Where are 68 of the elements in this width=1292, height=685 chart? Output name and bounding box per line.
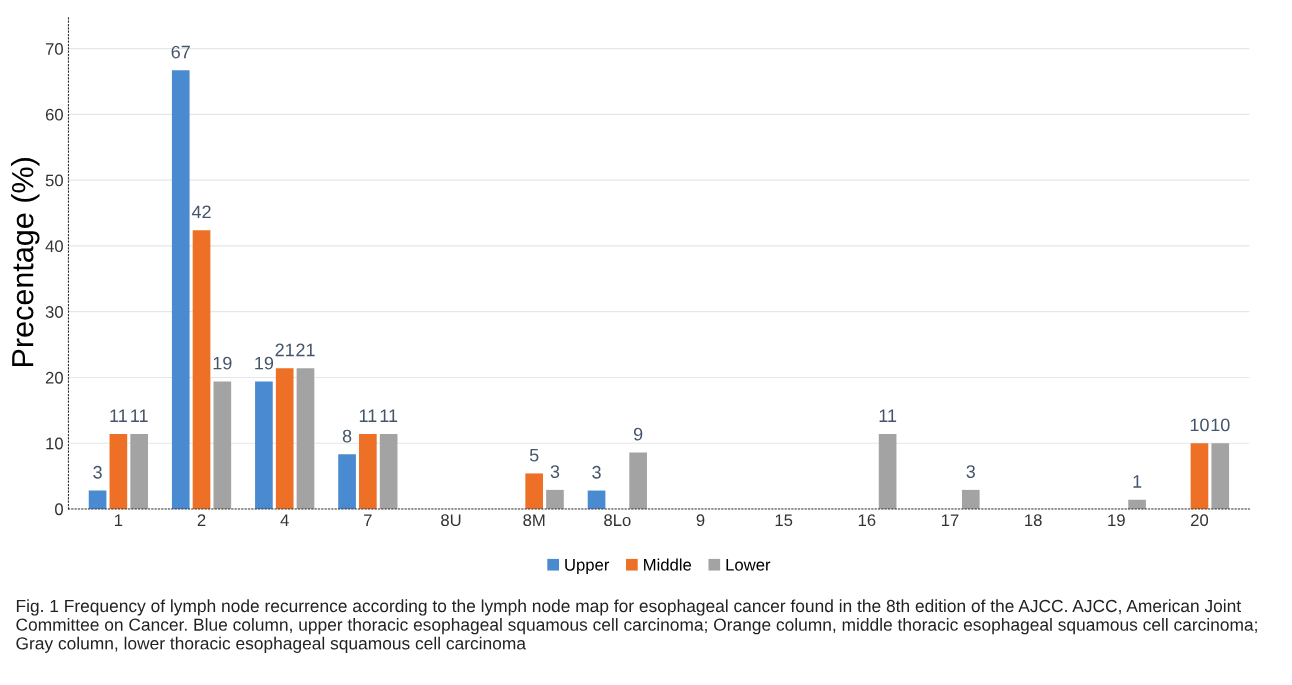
y-tick-label: 20 [45,371,63,384]
x-tick-label: 20 [1191,514,1209,527]
x-tick-label: 7 [364,514,372,526]
y-tick-label: 50 [45,174,63,187]
bar [379,433,398,509]
data-label: 3 [592,465,601,479]
data-label: 11 [879,409,897,422]
bar [587,490,606,509]
x-tick-label: 16 [858,514,876,527]
bar [1128,499,1146,509]
data-label: 8 [342,429,352,443]
data-label: 1 [1133,475,1142,488]
data-label: 19 [255,356,274,370]
x-tick-label: 8M [523,514,545,527]
bar [1211,443,1230,509]
bar [878,433,897,509]
data-label: 5 [529,448,539,462]
bar [192,230,211,509]
y-tick-label: 10 [46,437,63,450]
bar [359,433,377,509]
x-tick-label: 9 [696,514,705,527]
x-tick-label: 17 [941,514,959,526]
data-label: 10 [1211,418,1230,432]
y-tick-label: 70 [45,43,63,55]
data-label: 3 [550,465,560,478]
y-tick-label: 0 [55,503,63,516]
legend-label: Middle [644,558,692,571]
data-label: 19 [213,356,232,370]
bar [109,433,128,509]
y-tick-label: 60 [45,108,63,121]
legend-label: Lower [726,559,771,571]
x-tick-label: 8U [441,514,461,527]
bar [338,454,356,509]
y-tick-label: 40 [45,240,63,253]
x-tick-label: 8Lo [604,514,631,527]
x-tick-label: 1 [115,514,123,526]
bar [255,381,273,509]
data-label: 3 [93,465,102,479]
data-label: 3 [966,465,975,478]
data-label: 10 [1190,418,1209,432]
y-tick-label: 30 [45,306,63,318]
bar [546,489,564,509]
data-label: 9 [633,427,643,441]
data-label: 21 [296,343,315,357]
data-label: 11 [110,409,127,422]
bar [296,368,315,509]
legend-label: Upper [565,559,610,575]
x-tick-label: 2 [197,514,206,526]
bar [629,452,647,509]
x-tick-label: 18 [1025,514,1042,527]
x-tick-label: 4 [280,514,289,526]
y-axis-title: Precentage (%) [11,158,40,366]
bar [130,433,148,509]
bar [213,381,232,509]
data-label: 11 [131,409,148,422]
x-tick-label: 15 [775,514,793,527]
data-label: 67 [171,45,190,59]
bar [275,368,294,509]
data-label: 21 [275,343,294,357]
bar [171,70,190,509]
bar [525,473,544,509]
data-label: 11 [359,409,377,422]
x-tick-label: 19 [1108,514,1125,527]
data-label: 11 [380,409,398,422]
caption: Fig. 1 Frequency of lymph node recurrence according to the lymph node map for esophageal cancer found in the 8th edition of the AJCC. AJCC, American Joint Committee on Cancer. Blue column, upper thoracic esophageal squamous cell carcinoma; Orange column, middle thoracic esophageal squamous cell carcinoma; Gray column, lower thoracic esophageal squamous cell carcinoma [16,599,1257,653]
bar [1190,443,1209,509]
bar [961,489,980,509]
data-label: 42 [191,205,211,219]
